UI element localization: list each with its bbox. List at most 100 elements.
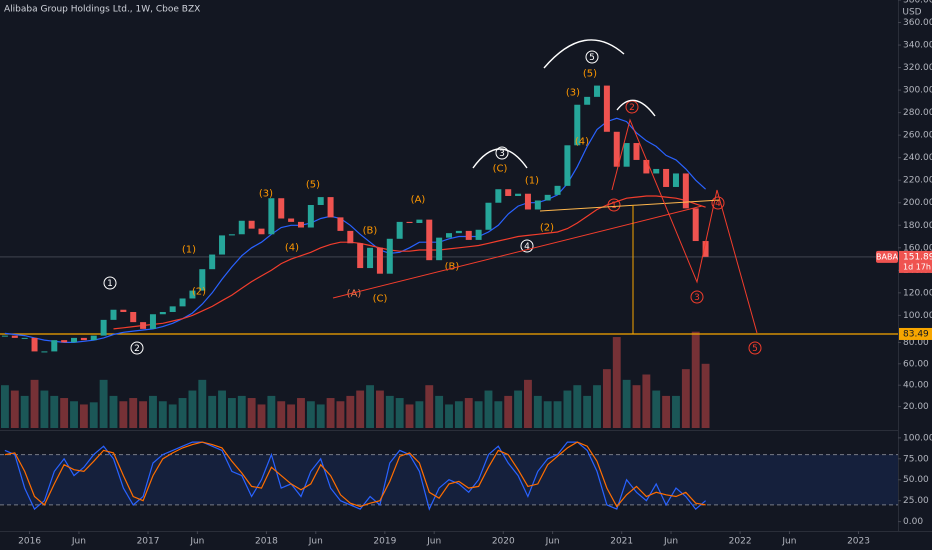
candle bbox=[446, 233, 452, 238]
volume-bar bbox=[20, 395, 29, 428]
moving-average bbox=[113, 195, 706, 330]
volume-bar bbox=[464, 398, 473, 428]
wave-circle bbox=[585, 50, 599, 64]
y-tick-label: 260.00 bbox=[903, 131, 932, 141]
wave-label: (B) bbox=[445, 262, 460, 273]
candle bbox=[465, 230, 472, 240]
stoch-tick-label: 25.00 bbox=[903, 496, 929, 506]
volume-tick-label: 40.00 bbox=[903, 381, 929, 391]
wave-circle bbox=[711, 196, 725, 210]
candle bbox=[61, 340, 68, 343]
wave-circle bbox=[495, 146, 509, 160]
candle bbox=[327, 197, 334, 218]
candle bbox=[317, 197, 324, 205]
volume-bar bbox=[306, 401, 315, 428]
currency-label: USD bbox=[902, 8, 921, 18]
volume-bar bbox=[346, 395, 355, 428]
candle bbox=[515, 193, 522, 196]
x-tick-label: Jun bbox=[781, 537, 796, 547]
wave-label: (2) bbox=[192, 287, 206, 298]
candle bbox=[475, 229, 482, 240]
volume-bar bbox=[326, 398, 335, 428]
candle bbox=[663, 168, 670, 187]
volume-bar bbox=[109, 395, 118, 428]
y-tick-label: 120.00 bbox=[903, 288, 932, 298]
wave-label: (A) bbox=[411, 195, 426, 206]
volume-bar bbox=[208, 395, 217, 428]
volume-bar bbox=[257, 404, 266, 428]
volume-bar bbox=[415, 401, 424, 428]
volume-bar bbox=[218, 390, 226, 428]
y-tick-label: 300.00 bbox=[903, 86, 932, 96]
wave-label: (2) bbox=[540, 223, 554, 234]
candle bbox=[288, 218, 295, 222]
wave-circle bbox=[690, 290, 704, 304]
wave-label: 5 bbox=[589, 53, 595, 63]
volume-bar bbox=[129, 398, 138, 428]
candle bbox=[386, 238, 393, 274]
wave-arc bbox=[616, 99, 656, 117]
candle bbox=[672, 173, 679, 187]
candle bbox=[278, 198, 285, 219]
volume-bar bbox=[563, 390, 572, 428]
volume-bar bbox=[198, 379, 207, 428]
volume-bar bbox=[632, 385, 641, 428]
volume-bar bbox=[385, 395, 394, 428]
wave-circle bbox=[130, 341, 144, 355]
candle bbox=[554, 185, 561, 195]
stoch-d bbox=[4, 441, 706, 508]
volume-bar bbox=[652, 390, 661, 428]
volume-bar bbox=[247, 398, 256, 428]
candle bbox=[416, 219, 423, 224]
candle bbox=[21, 337, 28, 339]
candle bbox=[228, 234, 235, 236]
candle bbox=[495, 189, 502, 203]
volume-bar bbox=[70, 401, 78, 428]
volume-bar bbox=[336, 401, 345, 428]
volume-bar bbox=[356, 390, 365, 428]
volume-bar bbox=[267, 395, 276, 428]
y-tick-label: 220.00 bbox=[903, 176, 932, 186]
candle bbox=[258, 228, 265, 235]
symbol-label: BABA bbox=[876, 252, 898, 261]
volume-bar bbox=[139, 401, 148, 428]
candle bbox=[505, 189, 512, 196]
candle bbox=[71, 337, 78, 343]
candle bbox=[406, 221, 413, 224]
x-tick-label: Jun bbox=[71, 537, 86, 547]
y-tick-label: 100.00 bbox=[903, 311, 932, 321]
candle bbox=[643, 159, 650, 174]
wave-label: 3 bbox=[499, 149, 505, 159]
candle bbox=[130, 311, 137, 323]
wave-label: 4 bbox=[715, 199, 721, 209]
countdown-label: 1d 17h bbox=[903, 262, 931, 271]
wave-path bbox=[611, 118, 758, 334]
y-tick-label: 320.00 bbox=[903, 63, 932, 73]
volume-bar bbox=[494, 401, 503, 428]
volume-bar bbox=[504, 395, 513, 428]
wave-label: 2 bbox=[629, 103, 635, 113]
wave-label: 1 bbox=[107, 279, 113, 289]
candle bbox=[633, 143, 640, 160]
candle bbox=[1, 335, 8, 337]
candle bbox=[248, 220, 255, 229]
candle bbox=[80, 337, 87, 341]
volume-bar bbox=[454, 401, 463, 428]
price-badge bbox=[899, 250, 932, 273]
volume-bar bbox=[445, 404, 453, 428]
wave-label: (B) bbox=[363, 226, 378, 237]
axis-separator bbox=[0, 531, 932, 532]
volume-bar bbox=[89, 402, 98, 428]
volume-bar bbox=[553, 401, 562, 428]
y-tick-label: 200.00 bbox=[903, 198, 932, 208]
stoch-tick-label: 50.00 bbox=[903, 475, 929, 485]
candle bbox=[149, 314, 156, 329]
volume-bar bbox=[316, 404, 325, 428]
x-tick-label: Jun bbox=[308, 537, 323, 547]
candle bbox=[347, 230, 354, 244]
candle bbox=[11, 335, 18, 338]
wave-label: (5) bbox=[306, 180, 320, 191]
